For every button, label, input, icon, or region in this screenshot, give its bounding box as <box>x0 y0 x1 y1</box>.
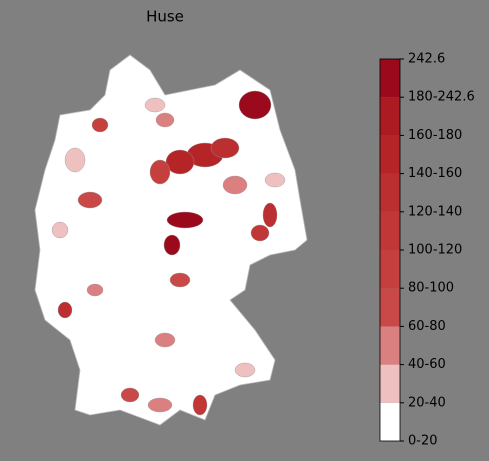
region <box>64 147 86 173</box>
colorbar-label: 100-120 <box>408 243 462 258</box>
region <box>163 234 181 256</box>
region <box>238 90 272 120</box>
region <box>120 387 140 403</box>
region <box>264 172 286 188</box>
colorbar-bin <box>380 326 400 365</box>
region <box>222 175 248 195</box>
region <box>165 149 195 175</box>
colorbar-label: 40-60 <box>408 357 446 372</box>
region <box>154 332 176 348</box>
region <box>57 301 73 319</box>
region <box>234 362 256 378</box>
region <box>169 272 191 288</box>
map-title: Huse <box>146 8 184 26</box>
region <box>149 159 171 185</box>
colorbar-bin <box>380 211 400 250</box>
colorbar-bin <box>380 288 400 327</box>
colorbar-label: 120-140 <box>408 204 462 219</box>
region <box>51 221 69 239</box>
colorbar-bin <box>380 135 400 174</box>
region <box>77 191 103 209</box>
colorbar-bin <box>380 173 400 212</box>
region <box>250 224 270 242</box>
colorbar-label: 0-20 <box>408 434 438 449</box>
region <box>166 211 204 229</box>
colorbar-bin <box>380 402 400 441</box>
region <box>192 394 208 416</box>
region <box>91 117 109 133</box>
region <box>155 112 175 128</box>
region <box>144 97 166 113</box>
region <box>262 202 278 228</box>
colorbar-bin <box>380 59 400 98</box>
colorbar-bin <box>380 97 400 136</box>
colorbar-label: 160-180 <box>408 128 462 143</box>
colorbar-label: 20-40 <box>408 395 446 410</box>
colorbar-label: 60-80 <box>408 319 446 334</box>
colorbar-label: 140-160 <box>408 166 462 181</box>
colorbar-label: 180-242.6 <box>408 90 475 105</box>
region <box>86 283 104 297</box>
region <box>210 137 240 159</box>
colorbar-label: 242.6 <box>408 52 445 67</box>
colorbar-label: 80-100 <box>408 281 454 296</box>
colorbar-bin <box>380 250 400 289</box>
colorbar-bin <box>380 364 400 403</box>
region <box>147 397 173 413</box>
